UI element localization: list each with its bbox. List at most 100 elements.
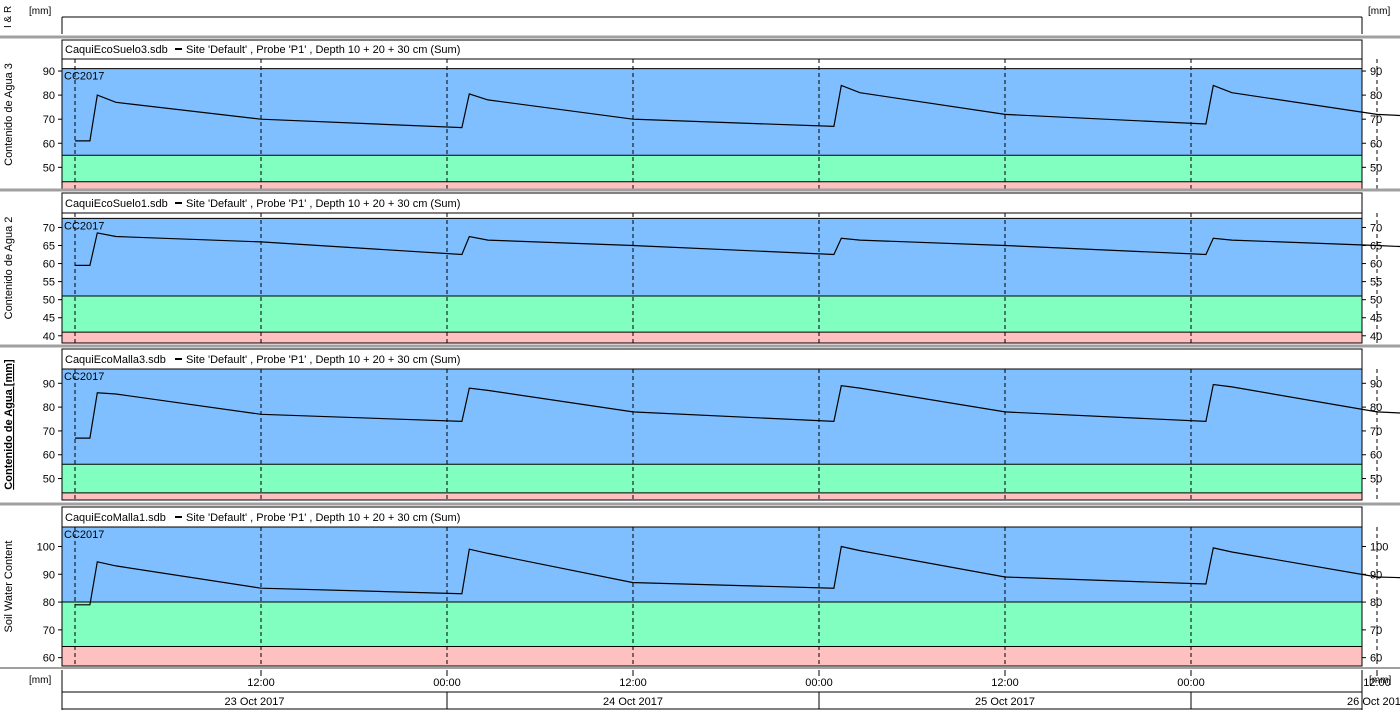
y-tick-label-left: 90	[43, 66, 55, 78]
plot-frame	[61, 368, 1363, 501]
ir-strip: [mm] [mm] I & R	[3, 6, 1390, 34]
band-optimal	[62, 464, 1362, 493]
x-tick-label: 12:00	[619, 677, 647, 689]
y-tick-label-right: 70	[1370, 114, 1382, 126]
y-tick-label-right: 45	[1370, 313, 1382, 325]
x-axis-unit-left: [mm]	[29, 675, 51, 686]
y-tick-label-left: 70	[43, 114, 55, 126]
y-tick-label-left: 60	[43, 259, 55, 271]
legend-series: Site 'Default' , Probe 'P1' , Depth 10 +…	[186, 44, 460, 56]
x-tick-label: 00:00	[1177, 677, 1205, 689]
legend-file: CaquiEcoSuelo3.sdb	[65, 44, 168, 56]
band-full	[62, 68, 1362, 156]
y-tick-label-left: 50	[43, 162, 55, 174]
chart-panel: CaquiEcoSuelo1.sdb Site 'Default' , Probe…	[0, 188, 1400, 344]
ir-strip-unit-left: [mm]	[29, 6, 51, 17]
y-tick-label-right: 50	[1370, 474, 1382, 486]
x-axis-unit-right: [mm]	[1369, 675, 1391, 686]
legend-series: Site 'Default' , Probe 'P1' , Depth 10 +…	[186, 512, 460, 524]
y-tick-label-right: 65	[1370, 241, 1382, 253]
y-axis-title: Soil Water Content	[3, 541, 15, 633]
y-tick-label-left: 80	[43, 402, 55, 414]
x-tick-label: 12:00	[247, 677, 275, 689]
y-tick-label-left: 70	[43, 625, 55, 637]
y-tick-label-right: 100	[1370, 541, 1388, 553]
band-label: CC2017	[64, 71, 104, 83]
band-optimal	[62, 602, 1362, 647]
series-line	[75, 232, 1400, 266]
series-line	[75, 84, 1400, 142]
band-full	[62, 527, 1362, 603]
y-tick-label-left: 50	[43, 474, 55, 486]
y-tick-label-left: 60	[43, 450, 55, 462]
y-tick-label-right: 90	[1370, 569, 1382, 581]
chart-panel: CaquiEcoMalla3.sdb Site 'Default' , Probe…	[0, 344, 1400, 501]
y-tick-label-right: 60	[1370, 450, 1382, 462]
plot-frame	[61, 526, 1363, 667]
y-tick-label-left: 90	[43, 569, 55, 581]
legend-series: Site 'Default' , Probe 'P1' , Depth 10 +…	[186, 198, 460, 210]
y-tick-label-right: 60	[1370, 653, 1382, 665]
y-tick-label-left: 60	[43, 653, 55, 665]
ir-strip-unit-right: [mm]	[1368, 6, 1390, 17]
series-line	[75, 383, 1400, 439]
y-tick-label-left: 70	[43, 426, 55, 438]
legend-file: CaquiEcoMalla3.sdb	[65, 354, 166, 366]
ir-strip-ylabel: I & R	[3, 6, 14, 28]
y-tick-label-right: 90	[1370, 66, 1382, 78]
chart-panel: CaquiEcoMalla1.sdb Site 'Default' , Probe…	[0, 502, 1400, 667]
y-tick-label-left: 45	[43, 313, 55, 325]
y-tick-label-right: 60	[1370, 138, 1382, 150]
y-tick-label-right: 70	[1370, 426, 1382, 438]
y-tick-label-right: 90	[1370, 378, 1382, 390]
band-label: CC2017	[64, 220, 104, 232]
x-axis: [mm] [mm]12:00 00:00 12:00 00:00 12:00 00:00 12…	[29, 670, 1400, 710]
y-tick-label-right: 70	[1370, 625, 1382, 637]
y-tick-label-left: 80	[43, 90, 55, 102]
y-tick-label-right: 80	[1370, 597, 1382, 609]
y-axis-title: Contenido de Agua 3	[3, 63, 15, 166]
y-tick-label-right: 80	[1370, 90, 1382, 102]
plot-frame	[61, 212, 1363, 344]
y-tick-label-left: 90	[43, 378, 55, 390]
y-tick-label-left: 50	[43, 295, 55, 307]
date-label: 25 Oct 2017	[975, 696, 1035, 708]
legend-file: CaquiEcoSuelo1.sdb	[65, 198, 168, 210]
band-label: CC2017	[64, 529, 104, 541]
band-refill	[62, 646, 1362, 666]
series-line	[75, 545, 1400, 606]
x-tick-label: 00:00	[805, 677, 833, 689]
date-label: 24 Oct 2017	[603, 696, 663, 708]
date-label: 26 Oct 2017	[1347, 696, 1400, 708]
y-axis-title: Contenido de Agua 2	[3, 217, 15, 320]
y-tick-label-right: 60	[1370, 259, 1382, 271]
band-full	[62, 369, 1362, 465]
date-label: 23 Oct 2017	[225, 696, 285, 708]
y-tick-label-left: 40	[43, 331, 55, 343]
band-refill	[62, 181, 1362, 189]
y-tick-label-left: 65	[43, 241, 55, 253]
y-axis-title: Contenido de Agua [mm]	[3, 359, 15, 490]
y-tick-label-right: 50	[1370, 162, 1382, 174]
band-optimal	[62, 296, 1362, 333]
y-tick-label-left: 60	[43, 138, 55, 150]
y-tick-label-right: 40	[1370, 331, 1382, 343]
legend-series: Site 'Default' , Probe 'P1' , Depth 10 +…	[186, 354, 460, 366]
x-tick-label: 12:00	[991, 677, 1019, 689]
panels: CaquiEcoSuelo3.sdb Site 'Default' , Probe…	[0, 35, 1400, 669]
band-optimal	[62, 155, 1362, 182]
y-tick-label-left: 70	[43, 222, 55, 234]
band-refill	[62, 332, 1362, 343]
x-tick-label: 00:00	[433, 677, 461, 689]
chart-panel: CaquiEcoSuelo3.sdb Site 'Default' , Probe…	[0, 35, 1400, 190]
x-tick-label: 12:00	[1363, 677, 1391, 689]
y-tick-label-right: 50	[1370, 295, 1382, 307]
y-tick-label-left: 55	[43, 277, 55, 289]
y-tick-label-left: 100	[37, 541, 55, 553]
legend-file: CaquiEcoMalla1.sdb	[65, 512, 166, 524]
y-tick-label-right: 55	[1370, 277, 1382, 289]
band-label: CC2017	[64, 371, 104, 383]
band-refill	[62, 492, 1362, 500]
y-tick-label-left: 80	[43, 597, 55, 609]
